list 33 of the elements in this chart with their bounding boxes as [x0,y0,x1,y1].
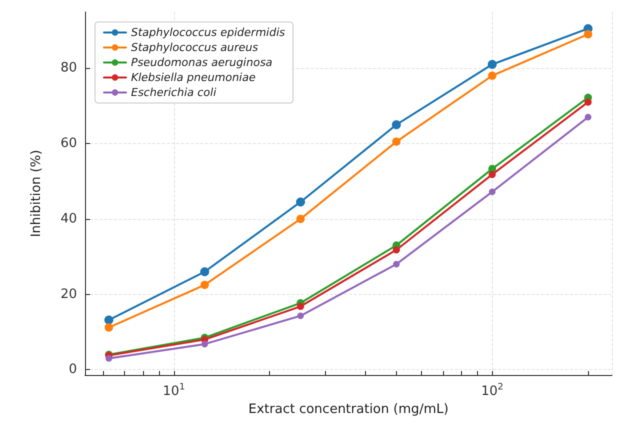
point [104,315,114,324]
y-tick-label: 0 [68,362,77,378]
x-axis-title: Extract concentration (mg/mL) [248,402,449,417]
y-tick-label: 20 [60,286,77,302]
point [488,170,496,178]
y-axis-title: Inhibition (%) [29,150,44,238]
y-tick-label: 80 [60,60,77,76]
legend-label: Staphylococcus aureus [131,41,258,54]
legend-label: Pseudomonas aeruginosa [131,56,273,69]
point [584,98,592,106]
point [392,137,401,146]
point [296,197,306,206]
y-tick-label: 40 [60,211,77,226]
point [488,188,496,196]
point [296,302,304,310]
point [393,260,400,268]
point [584,114,592,120]
legend-label: Staphylococcus epidermidis [131,26,286,39]
point [488,60,497,69]
point [488,72,496,80]
point [104,323,114,332]
point [200,267,210,276]
point [584,30,592,38]
point [201,340,208,348]
point [392,120,401,130]
point [296,214,305,224]
y-tick-label: 60 [60,136,77,152]
point [200,280,209,290]
point [297,312,304,320]
legend-label: Klebsiella pneumoniae [131,71,256,84]
legend-label: Escherichia coli [131,86,216,99]
point [106,355,112,362]
point [392,246,400,254]
